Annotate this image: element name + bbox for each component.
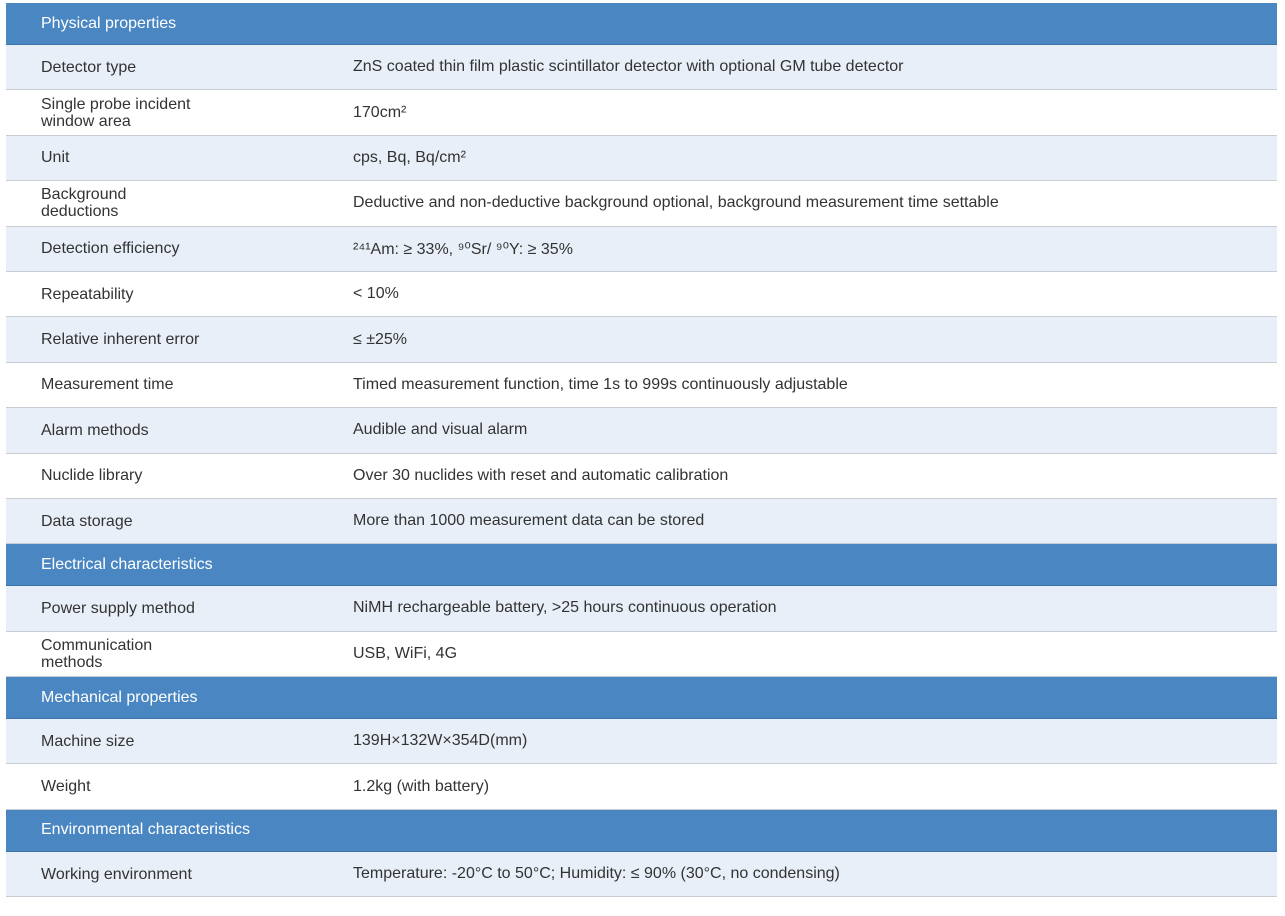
spec-label: Unit (41, 149, 70, 167)
section-header: Mechanical properties (6, 677, 1277, 720)
spec-row: Background deductions Deductive and non-d… (6, 181, 1277, 227)
spec-row: Repeatability < 10% (6, 272, 1277, 318)
spec-row: Working environment Temperature: -20°C to… (6, 851, 1277, 898)
section-header: Physical properties (6, 3, 1277, 45)
spec-value: NiMH rechargeable battery, >25 hours con… (353, 599, 777, 617)
spec-value: < 10% (353, 285, 399, 303)
spec-value: Audible and visual alarm (353, 421, 528, 439)
spec-label: Relative inherent error (41, 331, 200, 349)
spec-value: 139H×132W×354D(mm) (353, 732, 528, 750)
spec-row: Communication methods USB, WiFi, 4G (6, 632, 1277, 678)
spec-row: Single probe incident window area 170cm² (6, 90, 1277, 136)
spec-row: Detection efficiency ²⁴¹Am: ≥ 33%, ⁹⁰Sr/ … (6, 226, 1277, 272)
spec-value: Over 30 nuclides with reset and automati… (353, 466, 729, 484)
spec-row: Data storage More than 1000 measurement d… (6, 498, 1277, 545)
spec-label: Detection efficiency (41, 240, 180, 258)
spec-row: Power supply method NiMH rechargeable bat… (6, 586, 1277, 632)
spec-value: cps, Bq, Bq/cm² (353, 148, 466, 166)
spec-label: Nuclide library (41, 467, 143, 485)
spec-value: ≤ ±25% (353, 330, 408, 348)
spec-label: Weight (41, 778, 91, 796)
spec-label: Detector type (41, 58, 137, 76)
spec-value: More than 1000 measurement data can be s… (353, 512, 705, 530)
spec-label: Power supply method (41, 599, 195, 617)
spec-row: Relative inherent error ≤ ±25% (6, 317, 1277, 363)
spec-value: Deductive and non-deductive background o… (353, 194, 999, 212)
section-header: Environmental characteristics (6, 809, 1277, 852)
spec-value: USB, WiFi, 4G (353, 644, 458, 662)
spec-value: Timed measurement function, time 1s to 9… (353, 375, 848, 393)
spec-label: Alarm methods (41, 421, 149, 439)
spec-row: Weight 1.2kg (with battery) (6, 764, 1277, 810)
spec-label: Single probe incident window area (41, 95, 191, 130)
spec-row: Detector type ZnS coated thin film plasti… (6, 45, 1277, 91)
spec-label: Working environment (41, 865, 192, 883)
spec-label: Data storage (41, 512, 133, 530)
spec-value: ZnS coated thin film plastic scintillato… (353, 58, 904, 76)
spec-table: Physical properties Detector type ZnS coat… (6, 3, 1277, 898)
spec-value: Temperature: -20°C to 50°C; Humidity: ≤ … (353, 865, 840, 883)
spec-label: Repeatability (41, 285, 134, 303)
section-header: Electrical characteristics (6, 544, 1277, 587)
spec-row: Measurement time Timed measurement functi… (6, 363, 1277, 409)
spec-row: Nuclide library Over 30 nuclides with res… (6, 454, 1277, 499)
spec-label: Communication methods (41, 636, 153, 671)
spec-label: Measurement time (41, 376, 174, 394)
spec-row: Machine size 139H×132W×354D(mm) (6, 719, 1277, 765)
spec-value: 170cm² (353, 103, 407, 121)
spec-value: 1.2kg (with battery) (353, 777, 490, 795)
spec-row: Alarm methods Audible and visual alarm (6, 408, 1277, 454)
spec-row: Unit cps, Bq, Bq/cm² (6, 135, 1277, 182)
spec-label: Background deductions (41, 186, 127, 221)
spec-label: Machine size (41, 732, 135, 750)
spec-value: ²⁴¹Am: ≥ 33%, ⁹⁰Sr/ ⁹⁰Y: ≥ 35% (353, 240, 573, 258)
